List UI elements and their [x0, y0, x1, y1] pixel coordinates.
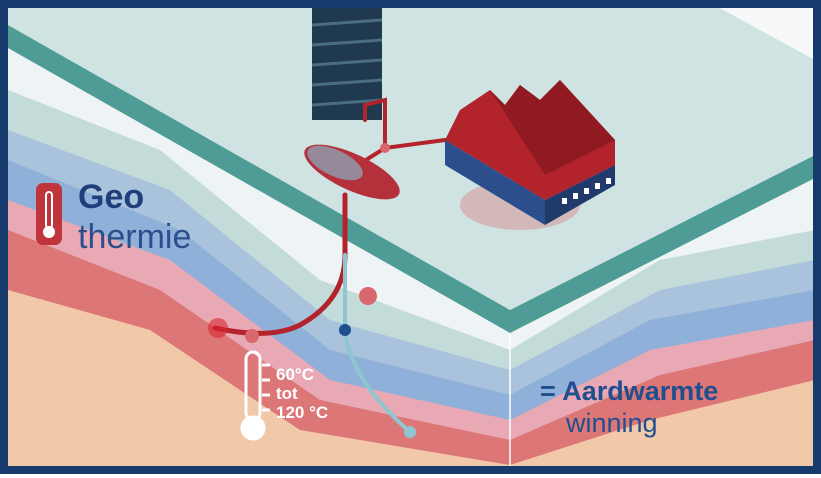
- junction: [380, 143, 390, 153]
- slab-top: [8, 8, 815, 310]
- caption-bold: = Aardwarmte: [540, 376, 718, 406]
- factory: [445, 80, 615, 230]
- pipe-node-blue: [339, 324, 351, 336]
- temperature-to: tot: [276, 384, 298, 403]
- pipe-node: [245, 329, 259, 343]
- pipe-end-blue: [404, 426, 416, 438]
- caption-light: winning: [565, 408, 658, 438]
- slab-edge: [8, 25, 815, 333]
- thermometer: [240, 350, 270, 441]
- tank-shade: [307, 145, 363, 181]
- title-icon: [36, 183, 62, 245]
- pipe-end: [208, 318, 228, 338]
- tower: [311, 8, 383, 120]
- temperature-min: 60°C: [276, 365, 314, 384]
- title-light: thermie: [78, 218, 191, 256]
- temperature-max: 120 °C: [276, 403, 328, 422]
- heat-icon: [359, 287, 377, 305]
- title-bold: Geo: [78, 178, 144, 216]
- corner-grid: [720, 8, 815, 60]
